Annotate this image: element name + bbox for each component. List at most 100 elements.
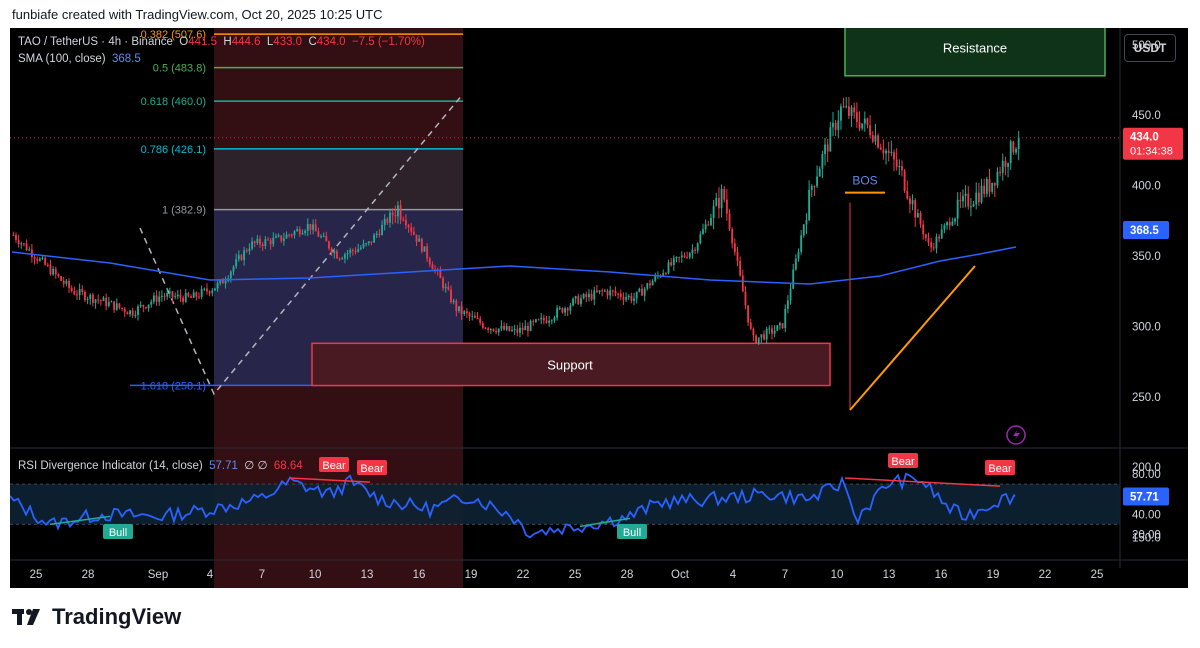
candle-body (850, 107, 853, 116)
candle-body (861, 123, 864, 129)
candle-body (444, 286, 447, 289)
price-tick: 300.0 (1132, 321, 1161, 333)
candle-body (686, 256, 689, 258)
fib-label: 1 (382.9) (162, 205, 206, 217)
candle-body (325, 235, 328, 242)
candle-body (259, 238, 261, 245)
candle-body (537, 319, 540, 321)
candle-body (176, 294, 179, 297)
signal-badge (617, 524, 647, 539)
candle-body (328, 241, 330, 249)
candle-body (768, 328, 771, 330)
last-price-tag: 434.0 (1130, 132, 1159, 144)
candle-body (428, 258, 431, 265)
candle-body (524, 326, 527, 331)
candle-body (481, 323, 484, 328)
candle-body (675, 256, 678, 259)
candle-body (174, 296, 177, 298)
candle-body (12, 234, 15, 236)
candle-body (991, 182, 994, 192)
candle-body (269, 240, 272, 245)
time-tick: 10 (309, 569, 322, 581)
candle-body (290, 234, 293, 236)
candle-body (832, 122, 834, 128)
candle-body (121, 307, 124, 309)
candle-body (70, 287, 73, 291)
candle-body (52, 268, 55, 275)
candle-body (898, 165, 901, 167)
candle-body (577, 296, 580, 305)
candle-body (277, 235, 280, 237)
candle-body (946, 222, 948, 226)
candle-body (603, 290, 606, 292)
candle-body (1009, 141, 1012, 164)
candle-body (20, 243, 23, 245)
candle-body (1004, 160, 1007, 167)
candle-body (301, 233, 304, 235)
time-tick: 25 (1091, 569, 1104, 581)
chart-panel[interactable]: 0 (584.8)0.236 (537.1)0.382 (507.6)0.5 (… (10, 28, 1188, 588)
candle-body (152, 295, 155, 302)
candle-body (219, 280, 222, 284)
candle-body (972, 204, 975, 207)
candle-body (150, 301, 153, 305)
candle-body (192, 292, 195, 298)
candle-body (585, 294, 588, 298)
candle-body (638, 288, 641, 292)
high-label: H (223, 36, 232, 48)
support-label: Support (547, 357, 593, 372)
chart-svg[interactable]: 0 (584.8)0.236 (537.1)0.382 (507.6)0.5 (… (10, 28, 1188, 588)
candle-body (394, 214, 397, 217)
candle-body (725, 199, 728, 214)
candle-body (171, 291, 174, 298)
last-price-tag-bg (1123, 127, 1183, 160)
candle-body (664, 273, 667, 275)
candle-body (306, 223, 309, 231)
signal-label: Bear (360, 463, 384, 475)
candle-body (91, 294, 94, 303)
candle-body (304, 230, 307, 234)
candle-body (871, 135, 874, 142)
candle-body (68, 280, 70, 288)
candle-body (367, 241, 370, 244)
candle-body (794, 258, 797, 270)
candle-body (863, 118, 866, 124)
candle-body (463, 311, 466, 315)
time-tick: 4 (207, 569, 214, 581)
rsi-value-tag-bg (1123, 487, 1169, 506)
candle-body (954, 218, 956, 222)
time-tick: 22 (1039, 569, 1052, 581)
candle-body (168, 291, 171, 294)
support-zone (311, 342, 831, 387)
price-tick: 450.0 (1132, 110, 1161, 122)
candle-body (853, 107, 856, 113)
candle-body (816, 176, 819, 187)
candle-body (914, 200, 917, 218)
candle-body (155, 295, 158, 302)
candle-body (426, 246, 429, 259)
tradingview-logo[interactable]: TradingView (12, 604, 181, 630)
candle-body (598, 290, 601, 293)
candle-body (893, 152, 895, 160)
candle-body (951, 221, 954, 226)
candle-body (314, 224, 317, 232)
candle-body (694, 249, 696, 251)
currency-button[interactable]: USDT (1124, 34, 1176, 62)
candle-body (460, 306, 463, 315)
sma-line (11, 246, 1017, 285)
candle-body (391, 212, 394, 215)
fib-label: 0.786 (426.1) (141, 144, 206, 156)
candle-body (473, 315, 476, 318)
candle-body (338, 258, 341, 260)
candle-body (423, 246, 426, 252)
candle-body (221, 280, 224, 284)
candle-body (381, 224, 383, 236)
candle-body (877, 135, 880, 148)
candle-body (927, 238, 930, 243)
candle-body (264, 239, 267, 247)
candle-body (386, 218, 389, 223)
candle-body (534, 319, 537, 322)
candle-body (33, 256, 36, 259)
candle-body (824, 144, 826, 155)
candle-body (129, 310, 131, 315)
